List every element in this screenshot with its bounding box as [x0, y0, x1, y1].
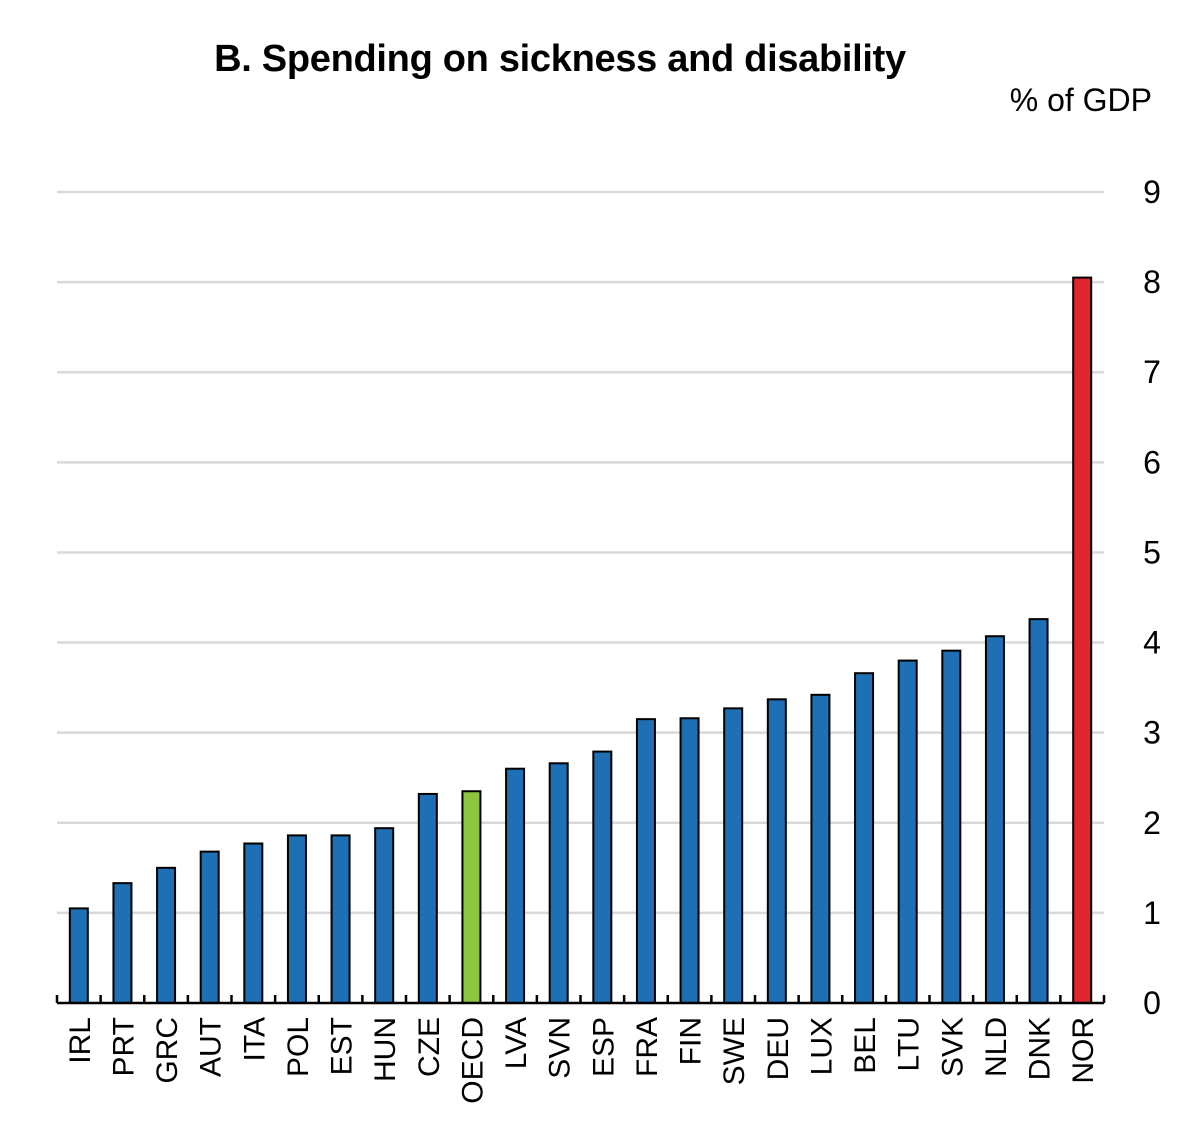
bar [417, 792, 438, 1004]
x-tick-label: EST [326, 1017, 359, 1075]
x-tick-label: HUN [369, 1017, 402, 1082]
x-tick-label: FIN [675, 1017, 708, 1065]
y-tick-label: 2 [1143, 805, 1161, 841]
x-tick-label: SWE [718, 1017, 751, 1085]
bar [941, 649, 962, 1004]
x-tick-label: NLD [980, 1017, 1013, 1077]
bar [68, 907, 89, 1005]
y-tick-label: 1 [1143, 895, 1161, 931]
x-tick-label: DNK [1024, 1017, 1057, 1080]
bar [1072, 276, 1093, 1005]
x-tick-label: NOR [1067, 1017, 1100, 1084]
y-tick-label: 9 [1143, 174, 1161, 210]
x-tick-label: SVN [544, 1017, 577, 1079]
bar [635, 718, 656, 1005]
chart-title: B. Spending on sickness and disability [214, 38, 906, 80]
x-tick-label: LVA [500, 1017, 533, 1069]
bar [810, 693, 831, 1004]
bar [723, 707, 744, 1004]
y-tick-label: 8 [1143, 264, 1161, 300]
x-tick-label: CZE [413, 1017, 446, 1077]
x-tick-label: AUT [195, 1017, 228, 1077]
x-tick-label: POL [282, 1017, 315, 1077]
y-tick-label: 5 [1143, 534, 1161, 570]
bar [548, 762, 569, 1004]
y-tick-label: 6 [1143, 444, 1161, 480]
x-tick-label: OECD [456, 1017, 489, 1104]
bar [854, 672, 875, 1005]
bar [461, 790, 482, 1004]
bar [897, 659, 918, 1004]
x-tick-label: ESP [587, 1017, 620, 1077]
x-tick-label: SVK [936, 1017, 969, 1077]
x-tick-label: LTU [893, 1017, 926, 1071]
y-tick-label: 4 [1143, 625, 1161, 661]
bar [286, 834, 307, 1004]
y-tick-label: 3 [1143, 715, 1161, 751]
y-tick-label: 0 [1143, 985, 1161, 1021]
x-tick-label: DEU [762, 1017, 795, 1080]
x-tick-label: ITA [238, 1017, 271, 1061]
bar [984, 635, 1005, 1005]
bar [112, 882, 133, 1004]
bar [156, 866, 177, 1004]
bar [505, 767, 526, 1005]
y-tick-label: 7 [1143, 354, 1161, 390]
bar [243, 842, 264, 1005]
x-tick-label: FRA [631, 1017, 664, 1077]
x-tick-label: IRL [64, 1017, 97, 1064]
x-tick-label: BEL [849, 1017, 882, 1074]
x-tick-label: PRT [107, 1017, 140, 1076]
bar [592, 750, 613, 1005]
bar [1028, 618, 1049, 1004]
bar [374, 827, 395, 1004]
bar [330, 834, 351, 1004]
bar [766, 698, 787, 1004]
x-tick-label: LUX [805, 1017, 838, 1075]
bar [679, 717, 700, 1004]
bar [199, 850, 220, 1005]
unit-label: % of GDP [1009, 82, 1152, 118]
x-tick-label: GRC [151, 1017, 184, 1084]
